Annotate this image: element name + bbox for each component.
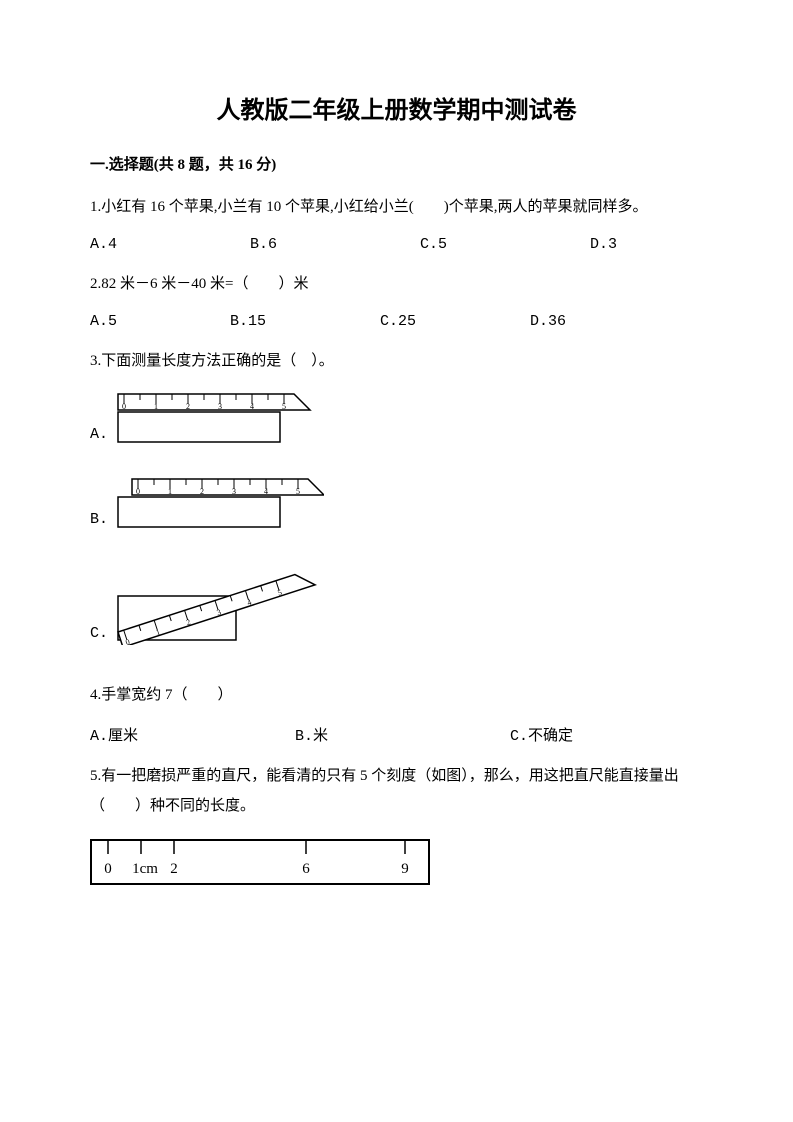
q2-option-a: A.5	[90, 313, 230, 330]
question-5: 5.有一把磨损严重的直尺，能看清的只有 5 个刻度（如图），那么，用这把直尺能直…	[90, 761, 703, 821]
q3-option-c-image: 012 345	[114, 560, 339, 650]
q1-options: A.4 B.6 C.5 D.3	[90, 236, 703, 253]
svg-text:4: 4	[264, 487, 268, 496]
svg-text:5: 5	[296, 487, 300, 496]
svg-text:1: 1	[168, 487, 172, 496]
q1-option-a: A.4	[90, 236, 250, 253]
svg-text:0: 0	[136, 487, 140, 496]
q2-option-c: C.25	[380, 313, 530, 330]
page-title: 人教版二年级上册数学期中测试卷	[90, 90, 703, 125]
svg-text:3: 3	[232, 487, 236, 496]
svg-text:4: 4	[250, 402, 254, 411]
q2-option-b: B.15	[230, 313, 380, 330]
svg-text:0: 0	[122, 402, 126, 411]
svg-text:2: 2	[170, 861, 178, 877]
question-1: 1.小红有 16 个苹果,小兰有 10 个苹果,小红给小兰( )个苹果,两人的苹…	[90, 192, 703, 222]
q1-option-d: D.3	[590, 236, 703, 253]
svg-text:5: 5	[282, 402, 286, 411]
q3-option-b-image: 0 1 2 3 4 5	[114, 475, 324, 536]
svg-text:3: 3	[218, 402, 222, 411]
svg-text:1cm: 1cm	[132, 861, 158, 877]
svg-text:0: 0	[104, 861, 112, 877]
q2-options: A.5 B.15 C.25 D.36	[90, 313, 703, 330]
question-2: 2.82 米－6 米－40 米=（ ）米	[90, 269, 703, 299]
q3-option-c-row: C.	[90, 560, 703, 650]
svg-text:2: 2	[200, 487, 204, 496]
q4-option-c: C.不确定	[510, 724, 703, 745]
section-header: 一.选择题(共 8 题，共 16 分)	[90, 153, 703, 174]
svg-text:6: 6	[302, 861, 310, 877]
q3-option-b-row: B. 0 1 2 3 4 5	[90, 475, 703, 536]
q3-option-c-label: C.	[90, 625, 108, 642]
question-3: 3.下面测量长度方法正确的是（ ）。	[90, 346, 703, 376]
q1-option-c: C.5	[420, 236, 590, 253]
svg-text:2: 2	[186, 402, 190, 411]
svg-text:1: 1	[154, 402, 158, 411]
q4-options: A.厘米 B.米 C.不确定	[90, 724, 703, 745]
question-4: 4.手掌宽约 7（ ）	[90, 680, 703, 710]
q3-option-a-image: 0 1 2 3 4 5	[114, 390, 314, 451]
q3-option-b-label: B.	[90, 511, 108, 528]
q3-option-a-row: A. 0 1 2 3 4 5	[90, 390, 703, 451]
svg-text:9: 9	[401, 861, 409, 877]
q2-option-d: D.36	[530, 313, 703, 330]
q1-option-b: B.6	[250, 236, 420, 253]
q4-option-b: B.米	[295, 724, 510, 745]
q3-option-a-label: A.	[90, 426, 108, 443]
q5-ruler-image: 0 1cm 2 6 9	[90, 839, 703, 892]
q4-option-a: A.厘米	[90, 724, 295, 745]
